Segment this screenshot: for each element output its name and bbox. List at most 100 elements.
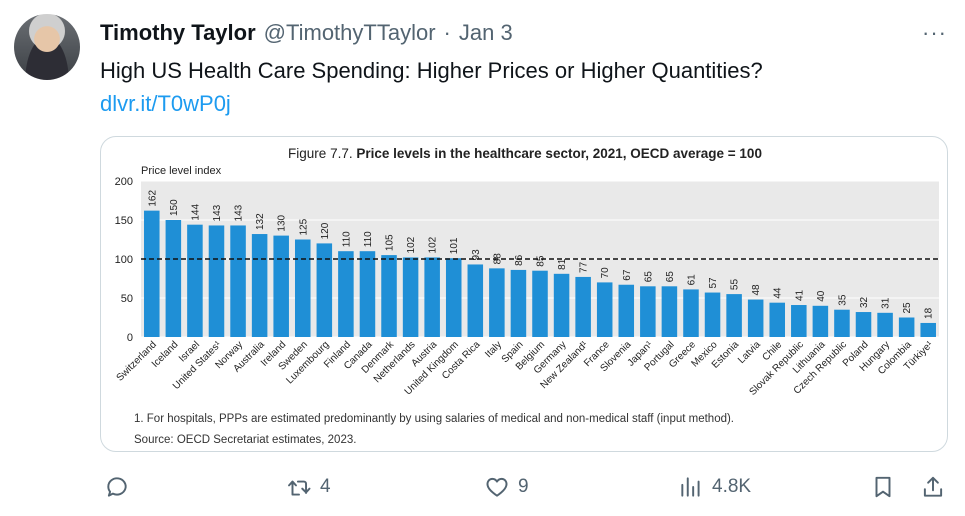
media-image[interactable]: Figure 7.7. Price levels in the healthca… bbox=[100, 136, 948, 452]
bar bbox=[812, 305, 829, 337]
data-label: 93 bbox=[471, 249, 482, 261]
data-label: 44 bbox=[773, 287, 784, 299]
bar bbox=[683, 289, 699, 337]
bar bbox=[661, 286, 678, 337]
bar bbox=[640, 286, 656, 337]
data-label: 65 bbox=[643, 271, 654, 283]
data-label: 32 bbox=[859, 296, 870, 308]
tweet-header: Timothy Taylor @TimothyTTaylor · Jan 3 bbox=[100, 20, 513, 46]
bar bbox=[726, 294, 742, 337]
bar bbox=[704, 292, 721, 337]
bar bbox=[553, 273, 570, 337]
price-level-chart: Figure 7.7. Price levels in the healthca… bbox=[115, 146, 939, 446]
bar bbox=[769, 302, 786, 337]
tweet-link[interactable]: dlvr.it/T0wP0j bbox=[100, 91, 231, 116]
tweet-text: High US Health Care Spending: Higher Pri… bbox=[100, 58, 763, 83]
y-tick-label: 200 bbox=[115, 176, 133, 188]
y-tick-label: 150 bbox=[115, 215, 133, 227]
share-button[interactable] bbox=[920, 474, 946, 500]
like-count: 9 bbox=[518, 476, 529, 497]
bar bbox=[230, 225, 246, 337]
like-button[interactable]: 9 bbox=[484, 474, 529, 500]
repost-button[interactable]: 4 bbox=[286, 474, 331, 500]
data-label: 101 bbox=[449, 237, 460, 254]
repost-icon bbox=[288, 480, 311, 496]
action-bar: 4 9 4.8K bbox=[100, 474, 950, 510]
data-label: 61 bbox=[686, 274, 697, 286]
chart-source: Source: OECD Secretariat estimates, 2023… bbox=[134, 434, 356, 446]
share-icon bbox=[923, 476, 943, 497]
bar bbox=[187, 224, 203, 337]
bar bbox=[208, 225, 225, 337]
y-axis-label: Price level index bbox=[141, 165, 222, 177]
chart-title: Figure 7.7. Price levels in the healthca… bbox=[288, 146, 762, 161]
bar bbox=[359, 251, 376, 337]
y-tick-label: 50 bbox=[121, 293, 133, 305]
y-tick-label: 100 bbox=[115, 254, 133, 266]
data-label: 35 bbox=[837, 294, 848, 306]
data-label: 110 bbox=[363, 231, 374, 247]
post-date[interactable]: Jan 3 bbox=[458, 20, 513, 45]
bookmark-icon bbox=[875, 476, 891, 498]
data-label: 65 bbox=[665, 271, 676, 283]
author-name[interactable]: Timothy Taylor bbox=[100, 20, 256, 45]
data-label: 162 bbox=[147, 190, 158, 207]
data-label: 144 bbox=[190, 204, 201, 221]
author-handle[interactable]: @TimothyTTaylor bbox=[263, 20, 436, 45]
bar bbox=[855, 312, 872, 337]
bar bbox=[747, 299, 764, 337]
more-options-button[interactable]: ··· bbox=[922, 20, 947, 45]
author-avatar[interactable] bbox=[14, 14, 80, 80]
bar bbox=[510, 269, 527, 337]
bar bbox=[596, 282, 613, 337]
repost-count: 4 bbox=[320, 476, 331, 497]
data-label: 125 bbox=[298, 218, 309, 235]
bar bbox=[575, 276, 591, 337]
data-label: 67 bbox=[622, 269, 633, 281]
data-label: 55 bbox=[730, 279, 741, 291]
data-label: 70 bbox=[600, 267, 611, 279]
data-label: 110 bbox=[341, 231, 352, 247]
bar bbox=[165, 220, 182, 337]
chart-title-bold: Price levels in the healthcare sector, 2… bbox=[356, 146, 762, 161]
views-button[interactable]: 4.8K bbox=[678, 474, 751, 500]
bar bbox=[338, 251, 354, 337]
category-label: Latvia bbox=[736, 339, 763, 366]
data-label: 120 bbox=[320, 222, 331, 239]
bar bbox=[251, 234, 268, 337]
data-label: 77 bbox=[579, 261, 590, 273]
bar bbox=[294, 239, 311, 337]
data-label: 102 bbox=[406, 236, 417, 253]
bar bbox=[618, 284, 635, 337]
data-label: 40 bbox=[816, 290, 827, 302]
bar bbox=[445, 258, 462, 337]
data-label: 85 bbox=[536, 255, 547, 267]
separator: · bbox=[443, 20, 451, 45]
data-label: 25 bbox=[902, 302, 913, 314]
views-chart-icon bbox=[681, 477, 700, 497]
reply-button[interactable] bbox=[104, 474, 138, 500]
bar bbox=[381, 255, 397, 337]
heart-icon bbox=[486, 477, 508, 497]
bar bbox=[316, 243, 333, 337]
y-tick-label: 0 bbox=[127, 332, 133, 344]
bookmark-button[interactable] bbox=[870, 474, 896, 500]
data-label: 86 bbox=[514, 254, 525, 266]
bar bbox=[144, 210, 160, 337]
data-label: 57 bbox=[708, 277, 719, 289]
bar bbox=[273, 235, 289, 337]
reply-icon bbox=[107, 477, 127, 497]
bar bbox=[402, 257, 419, 337]
data-label: 143 bbox=[234, 204, 245, 221]
bar bbox=[532, 270, 548, 337]
bar bbox=[791, 305, 807, 337]
data-label: 105 bbox=[385, 234, 396, 251]
data-label: 132 bbox=[255, 213, 266, 230]
data-label: 81 bbox=[557, 258, 568, 270]
data-label: 150 bbox=[169, 199, 180, 216]
chart-title-prefix: Figure 7.7. bbox=[288, 146, 356, 161]
bar bbox=[489, 268, 505, 337]
view-count: 4.8K bbox=[712, 476, 752, 497]
bar bbox=[877, 312, 893, 337]
